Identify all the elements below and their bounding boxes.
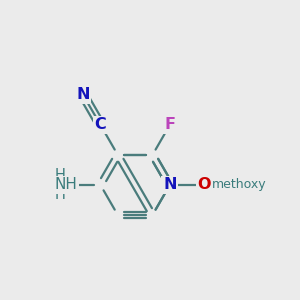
Text: F: F [164,117,175,132]
Text: N: N [163,178,177,193]
Text: H: H [54,168,65,183]
Text: O: O [198,178,211,193]
Text: H: H [54,188,65,202]
Text: N: N [76,87,90,102]
Text: C: C [94,117,106,132]
Text: methoxy: methoxy [212,178,266,191]
Text: NH: NH [54,178,77,193]
